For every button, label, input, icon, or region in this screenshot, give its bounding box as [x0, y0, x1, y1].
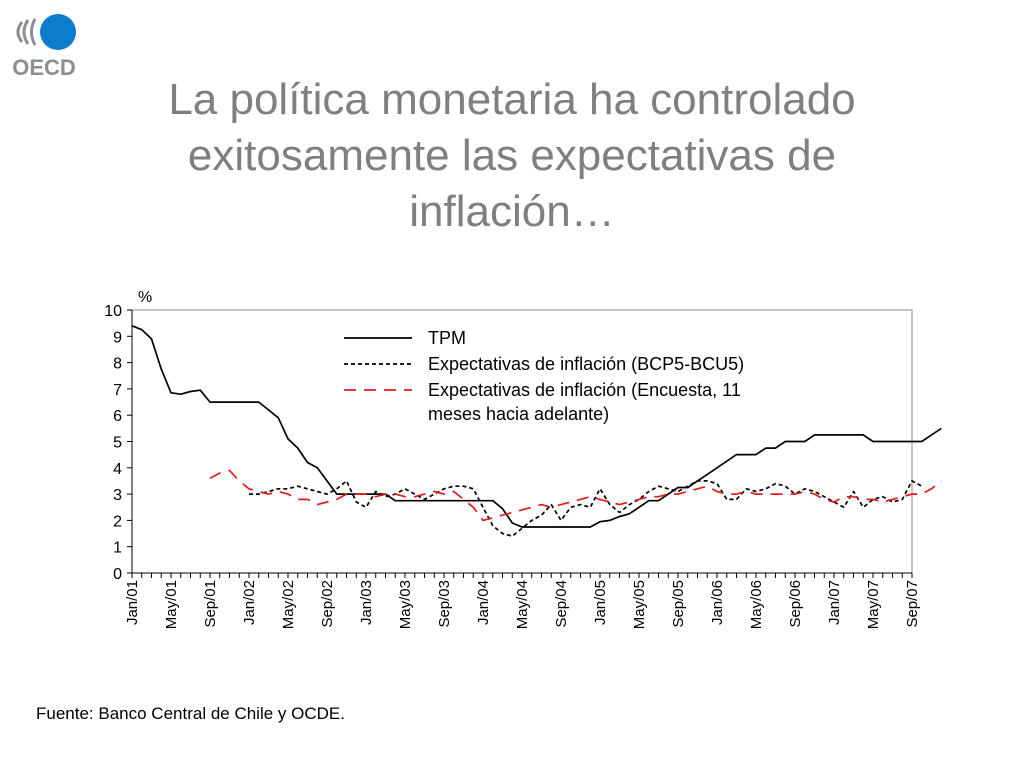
x-tick-label: May/07: [865, 580, 882, 629]
title-line-3: inflación…: [409, 187, 615, 236]
title-line-2: exitosamente las expectativas de: [187, 131, 837, 180]
y-tick-label: 4: [113, 461, 122, 478]
x-tick-label: May/05: [631, 580, 648, 629]
legend-bcp5-bcu5-label: Expectativas de inflación (BCP5-BCU5): [428, 354, 744, 374]
y-tick-label: 8: [113, 356, 122, 373]
y-tick-label: 9: [113, 329, 122, 346]
y-tick-label: 3: [113, 487, 122, 504]
y-tick-label: 0: [113, 566, 122, 583]
legend-encuesta-label: Expectativas de inflación (Encuesta, 11: [428, 380, 741, 400]
x-tick-label: Sep/05: [670, 580, 687, 628]
x-tick-label: Jan/04: [475, 580, 492, 625]
logo-text: OECD: [12, 55, 76, 80]
oecd-logo: OECD: [12, 14, 76, 80]
x-tick-label: May/01: [163, 580, 180, 629]
x-tick-label: Jan/05: [592, 580, 609, 625]
y-tick-label: 10: [104, 303, 122, 320]
series-line-1: [131, 325, 942, 528]
x-tick-label: Sep/01: [202, 580, 219, 628]
series-layer: [131, 325, 942, 538]
x-tick-label: Jan/06: [709, 580, 726, 625]
y-tick-label: 1: [113, 540, 122, 557]
axes: 0 1 2 3 4 5 6 7 8 9 10 Jan/01 May/01 Sep/01 Jan/02 May/…: [104, 303, 921, 629]
x-tick-label: May/06: [748, 580, 765, 629]
x-tick-label: May/04: [514, 580, 531, 629]
page-title: La política monetaria ha controlado exit…: [60, 72, 964, 240]
legend-encuesta-label: meses hacia adelante): [428, 404, 609, 424]
x-tick-label: Sep/02: [319, 580, 336, 628]
x-tick-label: Sep/03: [436, 580, 453, 628]
source-note: Fuente: Banco Central de Chile y OCDE.: [36, 704, 345, 723]
x-tick-label: Jan/02: [241, 580, 258, 625]
y-unit-label: %: [138, 289, 152, 306]
legend: TPM Expectativas de inflación (BCP5-BCU5)…: [344, 328, 744, 424]
x-tick-label: May/02: [280, 580, 297, 629]
title-line-1: La política monetaria ha controlado: [168, 75, 856, 124]
x-tick-label: Sep/06: [787, 580, 804, 628]
x-tick-label: Jan/03: [358, 580, 375, 625]
series-line-3: [209, 469, 942, 522]
x-tick-label: Sep/07: [904, 580, 921, 628]
x-tick-label: Jan/01: [124, 580, 141, 625]
x-tick-label: May/03: [397, 580, 414, 629]
x-tick-label: Jan/07: [826, 580, 843, 625]
y-tick-label: 6: [113, 408, 122, 425]
legend-tpm-label: TPM: [428, 328, 466, 348]
y-tick-label: 7: [113, 382, 122, 399]
series-line-2: [249, 480, 923, 538]
y-tick-label: 5: [113, 435, 122, 452]
x-tick-label: Sep/04: [553, 580, 570, 628]
y-tick-label: 2: [113, 513, 122, 530]
